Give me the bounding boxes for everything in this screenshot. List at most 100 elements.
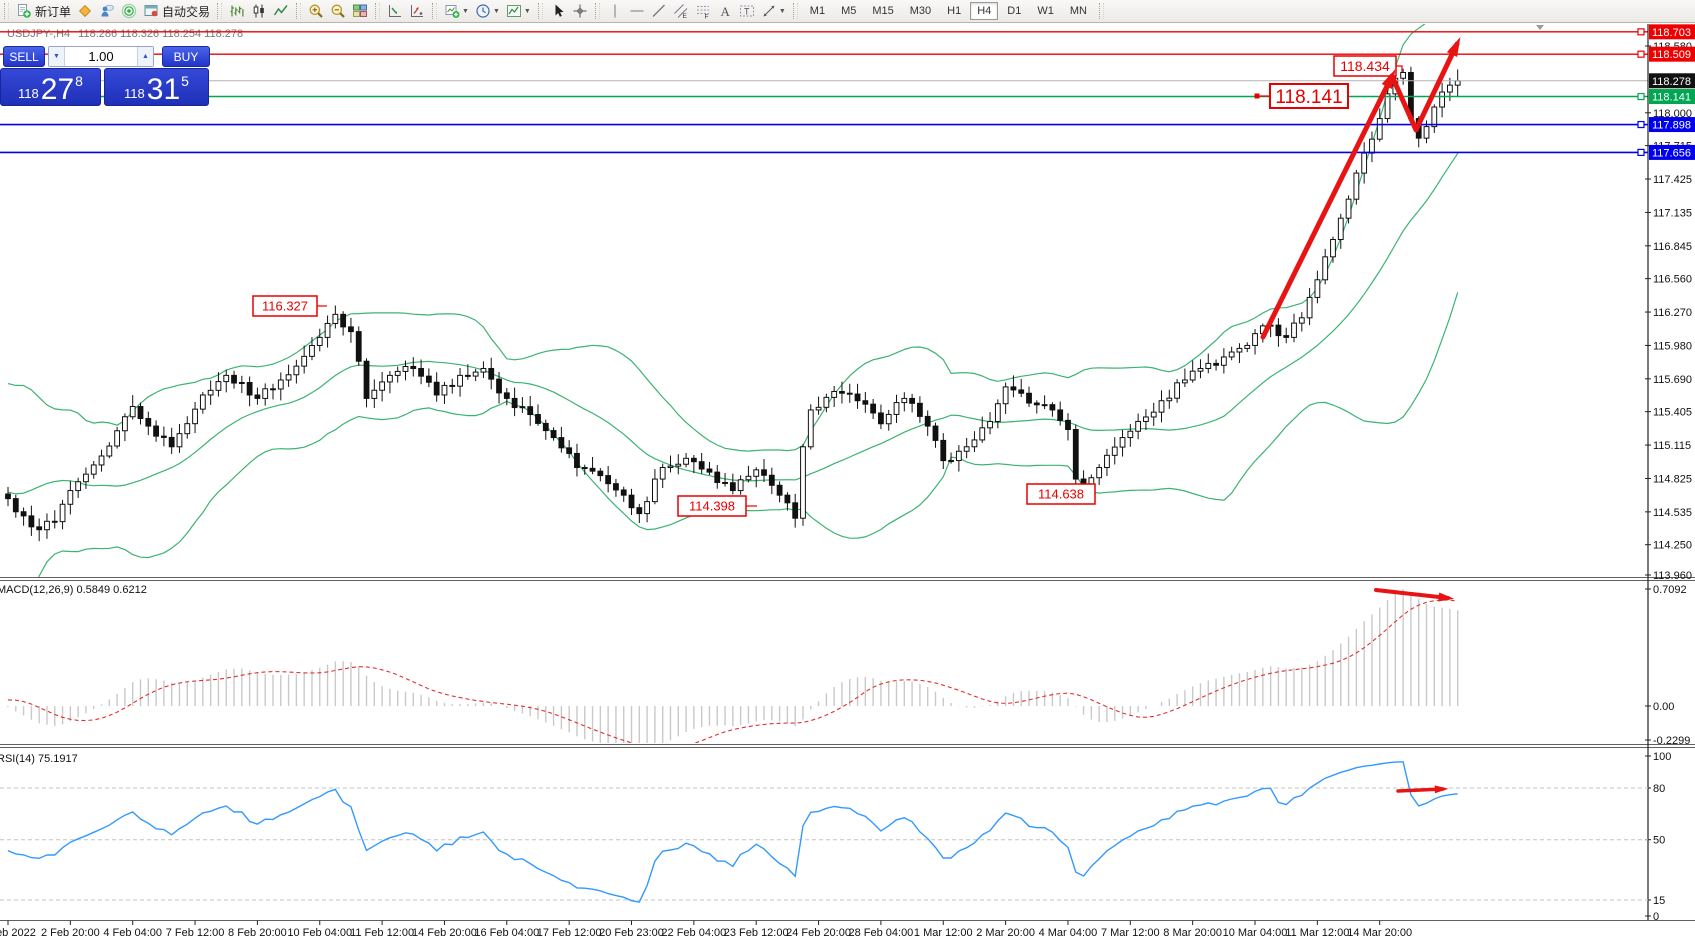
annotation-114.638[interactable]: 114.638: [1026, 483, 1096, 505]
hline-117.898[interactable]: [0, 120, 1648, 129]
toolbar-button-label: 新订单: [35, 4, 72, 19]
channel-button[interactable]: E: [670, 1, 692, 21]
hline-button[interactable]: [626, 1, 648, 21]
svg-text:116.270: 116.270: [1653, 307, 1692, 319]
label-button[interactable]: T: [736, 1, 758, 21]
shapes-button[interactable]: ▼: [758, 1, 789, 21]
annotation-118.141[interactable]: 118.141: [1254, 83, 1349, 109]
chevron-down-icon[interactable]: ▼: [492, 7, 500, 15]
svg-text:0.00: 0.00: [1653, 701, 1674, 713]
annotation-116.327[interactable]: 116.327: [252, 295, 327, 317]
buy-button[interactable]: BUY: [162, 46, 210, 67]
svg-text:114.535: 114.535: [1653, 507, 1692, 519]
hline-118.703[interactable]: [0, 28, 1648, 36]
drawn-arrow[interactable]: [1260, 69, 1396, 340]
cursor-button[interactable]: [547, 1, 569, 21]
toolbar-grip: [792, 3, 798, 19]
toolbar-grip: [4, 3, 9, 19]
svg-text:7 Mar 12:00: 7 Mar 12:00: [1101, 927, 1160, 939]
volume-input[interactable]: [65, 47, 137, 66]
indicator-up-icon: [411, 5, 424, 17]
buy-price[interactable]: 118 31 5: [104, 68, 209, 106]
tile-windows-button[interactable]: [349, 1, 371, 21]
fibonacci-button[interactable]: F: [692, 1, 714, 21]
text-button[interactable]: A: [714, 1, 736, 21]
drawn-arrow[interactable]: [1374, 588, 1455, 602]
hline-118.141[interactable]: [0, 92, 1648, 101]
svg-text:14 Feb 20:00: 14 Feb 20:00: [412, 927, 477, 939]
new-order-button[interactable]: 新订单: [13, 1, 74, 21]
chevron-down-icon[interactable]: ▼: [462, 7, 469, 15]
svg-text:11 Feb 12:00: 11 Feb 12:00: [350, 927, 414, 939]
candle-chart-button[interactable]: [248, 1, 270, 21]
timeframe-mn-button[interactable]: MN: [1063, 2, 1094, 20]
crosshair-button[interactable]: [569, 1, 591, 21]
add-chart-button[interactable]: ▼: [441, 1, 472, 21]
line-chart-button[interactable]: [270, 1, 292, 21]
bar-chart-button[interactable]: [226, 1, 248, 21]
timeframe-m1-button[interactable]: M1: [803, 2, 832, 20]
drawn-arrow[interactable]: [1389, 37, 1461, 133]
market-icon: [101, 4, 115, 17]
timeframe-w1-button[interactable]: W1: [1030, 2, 1061, 20]
svg-text:15: 15: [1653, 895, 1665, 907]
annotation-118.434[interactable]: 118.434: [1333, 55, 1403, 77]
autotrade-button[interactable]: 自动交易: [140, 1, 213, 21]
indicator-down-button[interactable]: [384, 1, 406, 21]
hline-118.509[interactable]: [0, 50, 1648, 58]
timeframe-m15-button[interactable]: M15: [865, 2, 900, 20]
annotation-114.398[interactable]: 114.398: [677, 495, 757, 517]
sell-button[interactable]: SELL: [3, 46, 45, 67]
shift-marker-icon: [1536, 25, 1544, 30]
price-badge-117.656: 117.656: [1649, 144, 1695, 160]
chevron-down-icon[interactable]: ▼: [778, 7, 786, 15]
new-order-icon: [18, 4, 31, 18]
svg-text:T: T: [744, 7, 750, 17]
svg-text:28 Feb 04:00: 28 Feb 04:00: [848, 927, 913, 939]
timeframe-h1-button[interactable]: H1: [940, 2, 968, 20]
zoom-in-button[interactable]: [305, 1, 327, 21]
sell-price[interactable]: 118 27 8: [0, 68, 101, 106]
svg-text:24 Feb 20:00: 24 Feb 20:00: [786, 927, 851, 939]
drawn-arrow[interactable]: [1396, 785, 1449, 794]
price-badge-118.141: 118.141: [1649, 89, 1695, 105]
timeframe-h4-button[interactable]: H4: [970, 2, 999, 20]
price-axis[interactable]: 118.580118.000117.715117.425117.135116.8…: [1645, 24, 1695, 923]
template-icon: [506, 5, 521, 17]
time-axis[interactable]: 1 Feb 2022 2 Feb 20:004 Feb 04:00 7 Feb 12…: [0, 920, 1412, 940]
timeframe-m30-button[interactable]: M30: [903, 2, 938, 20]
volume-increase-button[interactable]: ▲: [137, 47, 153, 66]
chevron-down-icon[interactable]: ▼: [523, 7, 531, 15]
cursor-icon: [555, 4, 564, 17]
svg-text:4 Mar 04:00: 4 Mar 04:00: [1039, 927, 1098, 939]
template-button[interactable]: ▼: [503, 1, 534, 21]
volume-decrease-button[interactable]: ▼: [49, 47, 65, 66]
toolbar-button-label: 自动交易: [162, 4, 211, 19]
text-icon: A: [720, 4, 730, 19]
toolbar-grip: [594, 3, 600, 19]
zoom-out-button[interactable]: [327, 1, 349, 21]
hline-117.656[interactable]: [0, 148, 1648, 157]
market-button[interactable]: [96, 1, 118, 21]
period-button[interactable]: ▼: [472, 1, 503, 21]
svg-text:118.141: 118.141: [1652, 92, 1691, 104]
svg-text:114.825: 114.825: [1653, 473, 1692, 485]
svg-text:114.250: 114.250: [1653, 540, 1692, 552]
fibonacci-icon: F: [696, 6, 709, 19]
indicator-up-button[interactable]: [406, 1, 428, 21]
timeframe-m5-button[interactable]: M5: [834, 2, 863, 20]
svg-text:118.509: 118.509: [1652, 49, 1691, 61]
history-center-button[interactable]: [74, 1, 96, 21]
trendline-button[interactable]: [648, 1, 670, 21]
macd-plot: [7, 588, 1459, 743]
vline-button[interactable]: [604, 1, 626, 21]
signals-button[interactable]: [118, 1, 140, 21]
svg-text:118.141: 118.141: [1275, 87, 1342, 108]
svg-text:-0.2299: -0.2299: [1653, 735, 1690, 747]
svg-text:113.960: 113.960: [1653, 570, 1692, 582]
timeframe-d1-button[interactable]: D1: [1000, 2, 1028, 20]
toolbar-grip: [296, 3, 302, 19]
price-badge-118.703: 118.703: [1649, 24, 1695, 40]
